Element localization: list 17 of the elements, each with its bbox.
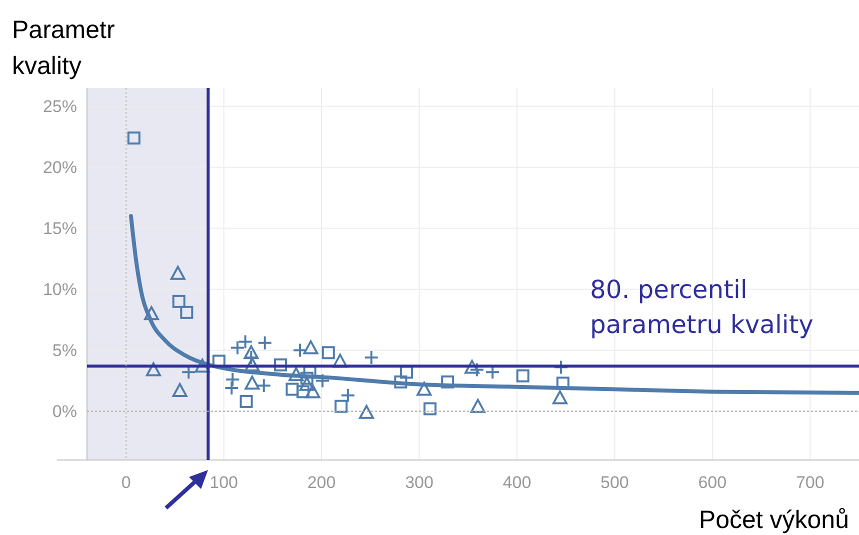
x-tick-label: 600: [698, 473, 727, 492]
y-tick-label: 15%: [42, 219, 77, 238]
x-tick-label: 500: [600, 473, 629, 492]
ref-line-label: 80. percentil parametru kvality: [590, 275, 814, 340]
y-tick-label: 10%: [42, 280, 77, 300]
x-tick-label: 100: [210, 473, 238, 492]
x-axis-title: Počet výkonů: [698, 506, 849, 534]
x-tick-label: 300: [405, 473, 434, 492]
y-axis-title: Parametr kvality: [12, 16, 115, 80]
y-tick-label: 5%: [52, 341, 77, 360]
y-tick-label: 0%: [52, 402, 77, 422]
x-tick-label: 700: [796, 473, 824, 492]
x-tick-label: 0: [121, 473, 131, 492]
y-tick-label: 20%: [42, 158, 77, 178]
y-tick-label: 25%: [42, 97, 77, 116]
x-tick-label: 200: [307, 473, 336, 492]
x-tick-label: 400: [502, 473, 532, 492]
